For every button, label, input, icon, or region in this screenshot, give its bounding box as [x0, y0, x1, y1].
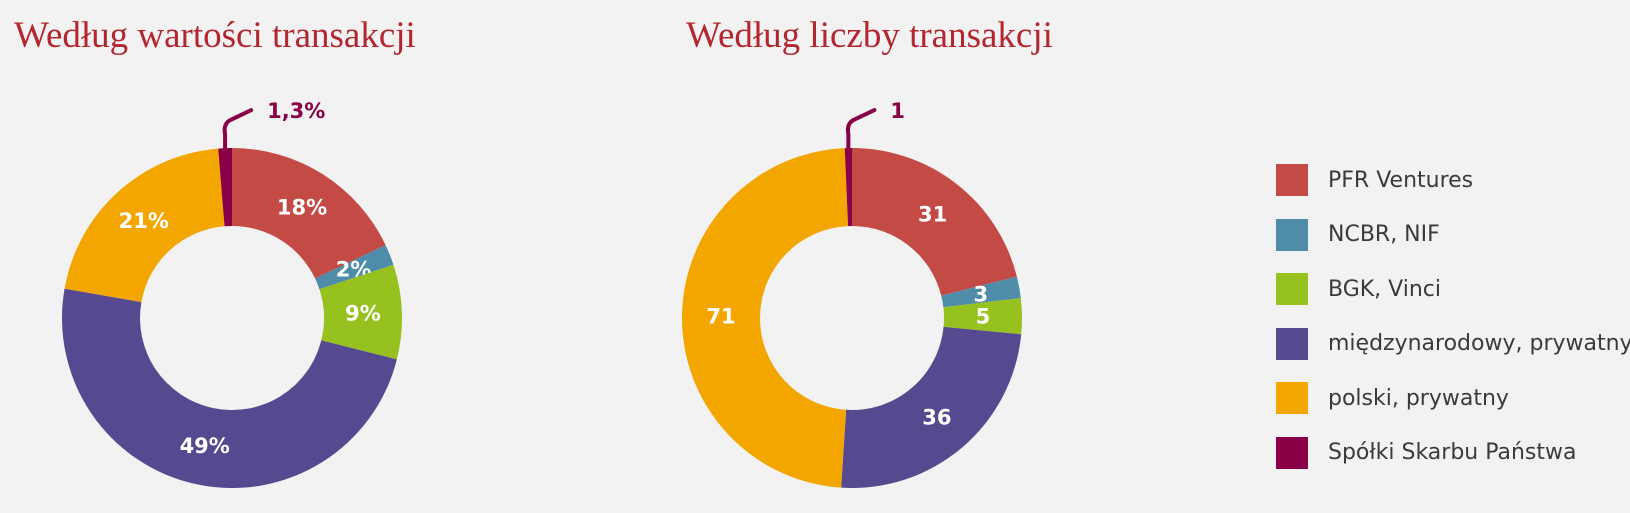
slice-miedzynarodowy-prywatny	[841, 326, 1022, 489]
slice-pfr-ventures	[232, 148, 386, 279]
legend-swatch	[1276, 382, 1308, 414]
slice-bgk-vinci	[943, 298, 1022, 335]
legend-label: Spółki Skarbu Państwa	[1328, 440, 1577, 465]
slice-ncbr-nif	[315, 245, 394, 290]
chart-title-value: Według wartości transakcji	[14, 15, 416, 56]
legend-item-international-private: międzynarodowy, prywatny	[1276, 326, 1630, 362]
legend: PFR Ventures NCBR, NIF BGK, Vinci między…	[1276, 162, 1630, 489]
legend-swatch	[1276, 273, 1308, 305]
legend-item-bgk-vinci: BGK, Vinci	[1276, 271, 1630, 307]
slice-ncbr-nif	[941, 276, 1021, 308]
legend-label: międzynarodowy, prywatny	[1328, 331, 1630, 356]
slice-label-bgk-vinci: 9%	[345, 301, 381, 325]
legend-item-polish-private: polski, prywatny	[1276, 380, 1630, 416]
slice-label-ncbr-nif: 3	[974, 282, 989, 306]
slice-spolki-skarbu-panstwa	[218, 148, 232, 227]
legend-label: BGK, Vinci	[1328, 276, 1441, 302]
slice-bgk-vinci	[319, 264, 402, 360]
slice-label-polski-prywatny: 21%	[119, 209, 169, 233]
legend-label: polski, prywatny	[1328, 385, 1509, 411]
slice-label-spolki-skarbu-panstwa: 1,3%	[267, 99, 325, 123]
slice-label-miedzynarodowy-prywatny: 49%	[180, 434, 230, 458]
slice-label-polski-prywatny: 71	[706, 305, 735, 329]
slice-polski-prywatny	[681, 148, 849, 488]
legend-item-ncbr-nif: NCBR, NIF	[1276, 217, 1630, 253]
legend-swatch	[1276, 164, 1308, 196]
slice-label-miedzynarodowy-prywatny: 36	[922, 406, 951, 430]
legend-label: NCBR, NIF	[1328, 222, 1440, 247]
legend-swatch	[1276, 436, 1308, 469]
legend-swatch	[1276, 218, 1308, 251]
slice-label-pfr-ventures: 31	[918, 203, 947, 227]
legend-swatch	[1276, 327, 1308, 360]
legend-item-pfr-ventures: PFR Ventures	[1276, 162, 1630, 198]
chart-title-count: Według liczby transakcji	[686, 15, 1053, 56]
legend-item-state-companies: Spółki Skarbu Państwa	[1276, 435, 1630, 471]
slice-spolki-skarbu-panstwa	[844, 148, 852, 227]
slice-pfr-ventures	[852, 148, 1017, 296]
slice-label-bgk-vinci: 5	[976, 305, 991, 329]
slice-miedzynarodowy-prywatny	[61, 288, 397, 489]
slice-polski-prywatny	[64, 148, 225, 303]
donut-chart-value: 18%2%9%49%21%1,3%	[61, 99, 402, 489]
legend-label: PFR Ventures	[1328, 167, 1474, 193]
donut-chart-count: 31 35 36 71 1	[681, 99, 1022, 489]
callout-line	[845, 108, 877, 151]
slice-label-pfr-ventures: 18%	[277, 195, 327, 219]
callout-line	[222, 108, 254, 151]
slice-label-spolki-skarbu-panstwa: 1	[890, 99, 905, 123]
